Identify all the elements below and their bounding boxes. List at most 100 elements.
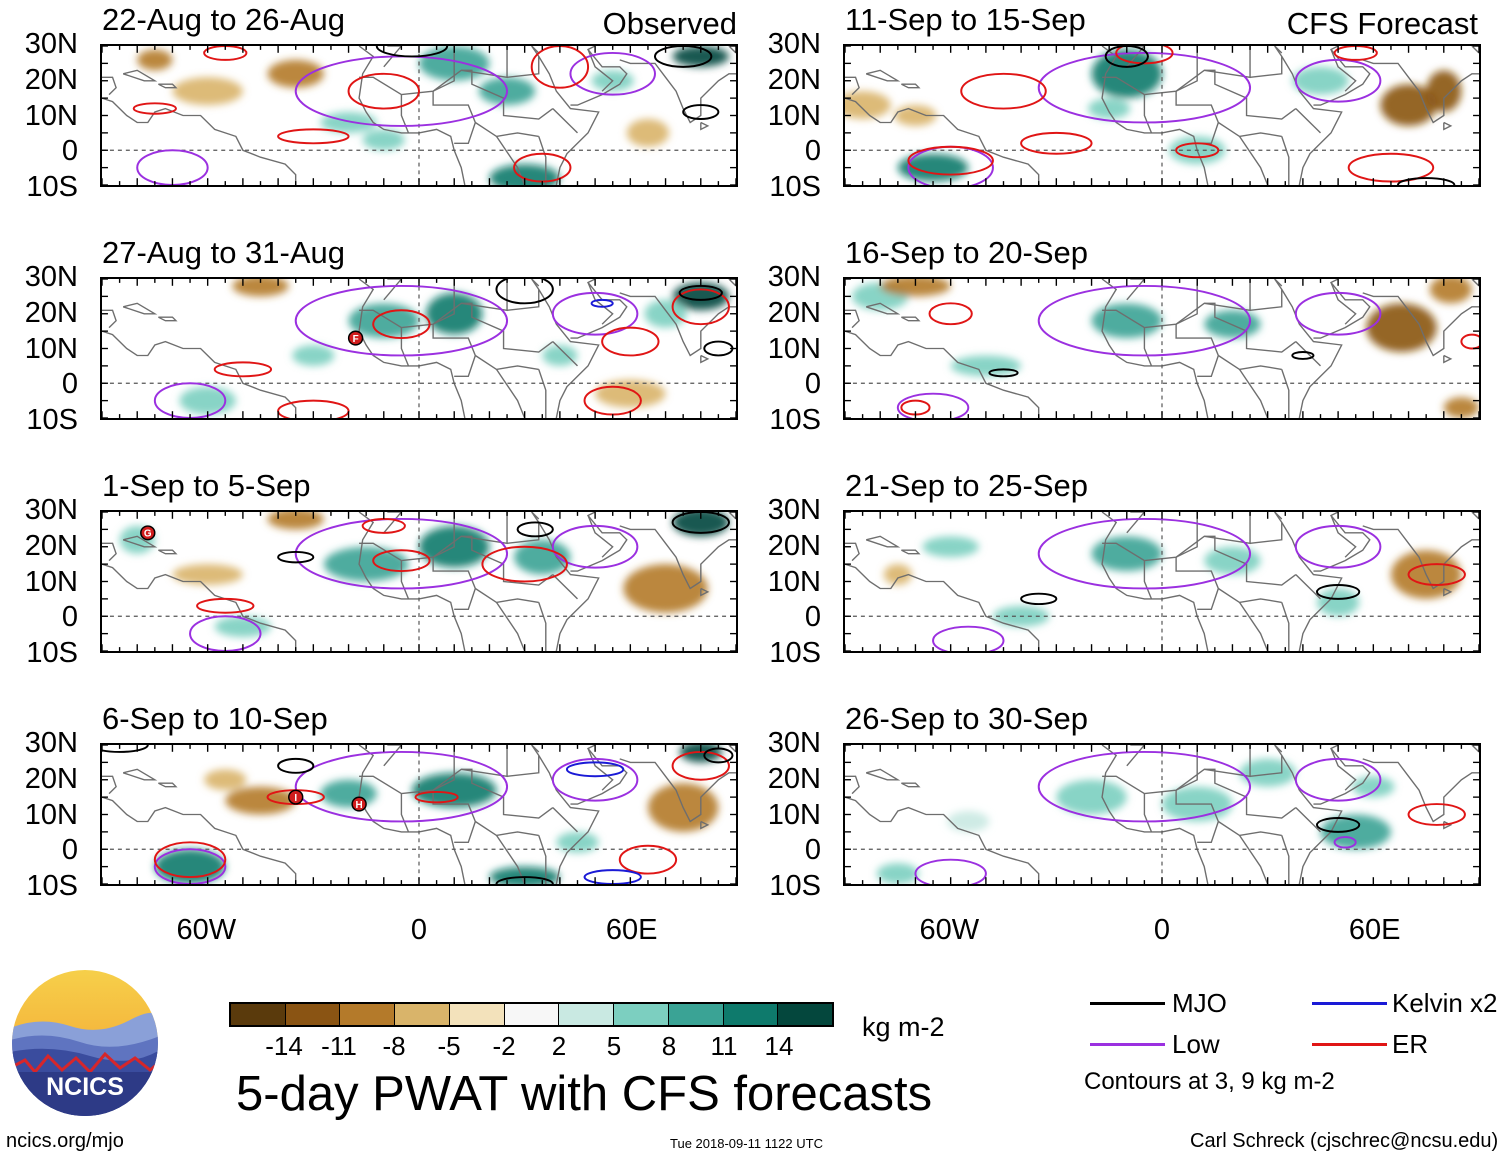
- land-outline: [901, 782, 921, 788]
- mjo-contour: [277, 757, 315, 774]
- lat-label-5-1: 20N: [767, 296, 821, 329]
- lat-label-2-4: 10S: [26, 637, 78, 669]
- low-contour: [1037, 284, 1252, 357]
- pwat-anomaly-blob: [876, 863, 919, 884]
- legend-label-mjo: MJO: [1172, 988, 1227, 1018]
- lon-label-1-0: 60W: [919, 914, 980, 946]
- land-outline: [495, 369, 526, 418]
- pwat-anomaly-blob: [947, 811, 990, 832]
- kelvin-contour: [590, 298, 614, 308]
- lat-label-4-2: 10N: [767, 99, 821, 132]
- pwat-anomaly-blob: [1056, 779, 1127, 815]
- colorbar-tick-label: 2: [551, 1031, 567, 1061]
- pwat-anomaly-blob: [1091, 303, 1162, 339]
- land-outline: [1295, 341, 1321, 367]
- land-outline: [531, 279, 540, 287]
- land-outline: [1101, 512, 1209, 651]
- land-outline: [1143, 793, 1153, 833]
- pwat-anomaly-blob: [1429, 279, 1472, 304]
- land-outline: [1102, 512, 1251, 562]
- pwat-anomaly-blob: [1239, 758, 1296, 787]
- land-outline: [587, 748, 614, 791]
- er-contour: [1407, 803, 1466, 826]
- land-outline: [1175, 91, 1282, 138]
- lat-label-6-2: 10N: [767, 565, 821, 598]
- land-outline: [495, 835, 526, 884]
- footer-url: ncics.org/mjo: [6, 1130, 124, 1152]
- land-outline: [158, 316, 178, 322]
- land-outline: [102, 330, 297, 418]
- low-contour: [1037, 51, 1252, 124]
- land-outline: [1143, 94, 1153, 134]
- land-outline: [538, 369, 547, 418]
- low-contour: [551, 757, 639, 802]
- pwat-anomaly-blob: [1091, 536, 1162, 572]
- er-contour: [414, 790, 459, 804]
- land-outline: [1102, 745, 1251, 795]
- land-outline: [102, 775, 117, 795]
- land-outline: [865, 69, 901, 82]
- land-outline: [1175, 512, 1198, 558]
- land-outline: [102, 563, 297, 651]
- land-outline: [1281, 136, 1290, 185]
- lat-label-2-1: 20N: [24, 529, 78, 562]
- land-outline: [1313, 512, 1371, 572]
- low-contour: [189, 615, 262, 651]
- mjo-contour: [671, 512, 730, 534]
- low-contour: [136, 149, 209, 185]
- map-panel-2: G: [100, 510, 738, 653]
- low-contour: [1294, 58, 1382, 103]
- er-contour: [1175, 142, 1220, 159]
- pwat-anomaly-blob: [362, 129, 405, 151]
- land-outline: [358, 745, 466, 884]
- main-title: 5-day PWAT with CFS forecasts: [236, 1067, 933, 1121]
- land-outline: [102, 542, 117, 562]
- lat-label-7-0: 30N: [767, 727, 821, 759]
- land-outline: [1274, 46, 1343, 185]
- er-contour: [277, 399, 350, 418]
- mjo-contour: [1291, 351, 1315, 360]
- land-outline: [1471, 279, 1479, 287]
- land-outline: [700, 587, 710, 597]
- lat-label-5-3: 0: [804, 368, 821, 401]
- low-contour: [551, 524, 639, 569]
- logo-text: NCICS: [46, 1073, 124, 1101]
- land-outline: [1330, 515, 1357, 558]
- pwat-anomaly-blob: [1088, 98, 1131, 119]
- land-outline: [1101, 279, 1209, 418]
- land-outline: [454, 122, 477, 144]
- pwat-anomaly-blob: [489, 866, 560, 884]
- land-outline: [383, 512, 402, 534]
- er-contour: [1460, 333, 1479, 350]
- land-outline: [700, 820, 710, 830]
- colorbar-swatch: [614, 1004, 669, 1025]
- land-outline: [454, 355, 477, 377]
- footer-author: Carl Schreck (cjschrec@ncsu.edu): [1190, 1130, 1499, 1152]
- low-contour: [153, 382, 227, 418]
- lat-label-7-4: 10S: [769, 870, 821, 902]
- land-outline: [1443, 121, 1453, 131]
- pwat-anomaly-blob: [623, 564, 708, 613]
- land-outline: [495, 136, 526, 185]
- map-panel-1: F: [100, 277, 738, 420]
- land-outline: [1249, 522, 1283, 544]
- land-outline: [1175, 279, 1198, 325]
- lat-label-0-0: 30N: [24, 28, 78, 60]
- land-outline: [700, 121, 710, 131]
- land-outline: [400, 327, 410, 367]
- land-outline: [122, 302, 158, 315]
- mjo-contour: [1020, 592, 1058, 606]
- land-outline: [158, 549, 178, 555]
- lat-label-4-0: 30N: [767, 28, 821, 60]
- land-outline: [865, 302, 901, 315]
- land-outline: [1274, 512, 1283, 520]
- colorbar-tick-label: 14: [764, 1031, 794, 1061]
- mjo-contour: [277, 550, 315, 564]
- lat-label-6-4: 10S: [769, 637, 821, 669]
- land-outline: [1274, 46, 1283, 54]
- pwat-anomaly-blob: [950, 355, 1022, 377]
- pwat-anomaly-blob: [845, 91, 891, 119]
- land-outline: [531, 46, 600, 185]
- lat-label-6-0: 30N: [767, 494, 821, 526]
- pwat-anomaly-blob: [172, 564, 243, 585]
